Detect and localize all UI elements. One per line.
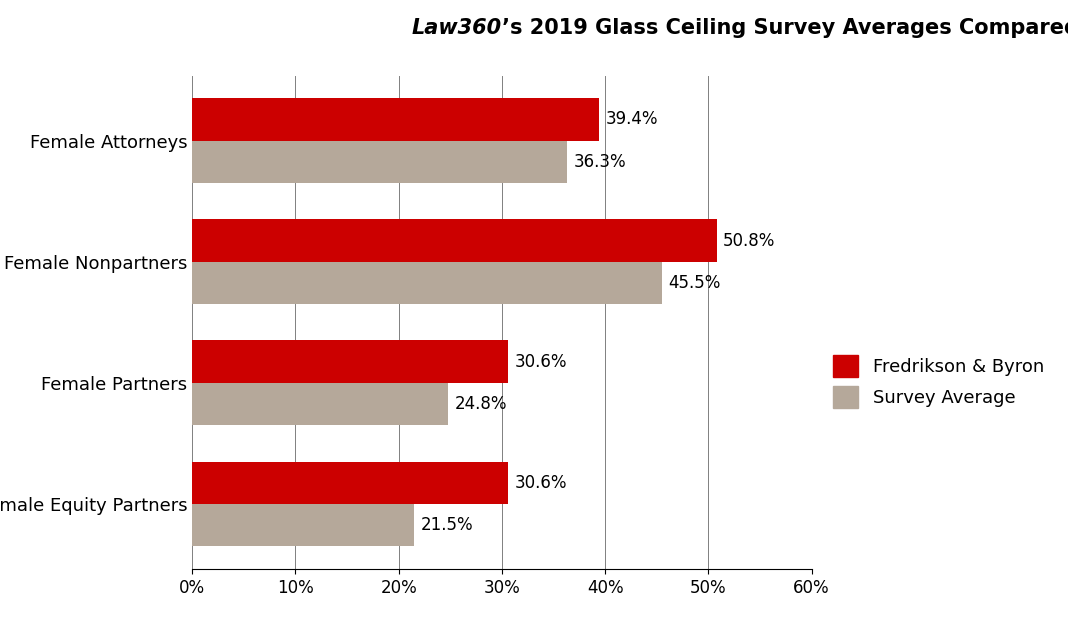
- Text: 30.6%: 30.6%: [515, 474, 567, 492]
- Text: 24.8%: 24.8%: [455, 395, 507, 413]
- Bar: [192, 262, 662, 304]
- Bar: [192, 341, 508, 383]
- Text: 39.4%: 39.4%: [606, 111, 658, 128]
- Bar: [192, 98, 599, 141]
- Text: 45.5%: 45.5%: [669, 274, 721, 292]
- Bar: [192, 141, 567, 183]
- Text: 50.8%: 50.8%: [723, 231, 775, 250]
- Text: ’s 2019 Glass Ceiling Survey Averages Compared to Fredrikson & Byron: ’s 2019 Glass Ceiling Survey Averages Co…: [502, 18, 1068, 38]
- Bar: [192, 219, 717, 262]
- Bar: [192, 383, 449, 425]
- Text: 21.5%: 21.5%: [421, 516, 473, 534]
- Legend: Fredrikson & Byron, Survey Average: Fredrikson & Byron, Survey Average: [833, 355, 1045, 408]
- Bar: [192, 504, 414, 547]
- Bar: [192, 461, 508, 504]
- Text: Law360: Law360: [412, 18, 502, 38]
- Text: 36.3%: 36.3%: [574, 153, 626, 171]
- Text: 30.6%: 30.6%: [515, 353, 567, 371]
